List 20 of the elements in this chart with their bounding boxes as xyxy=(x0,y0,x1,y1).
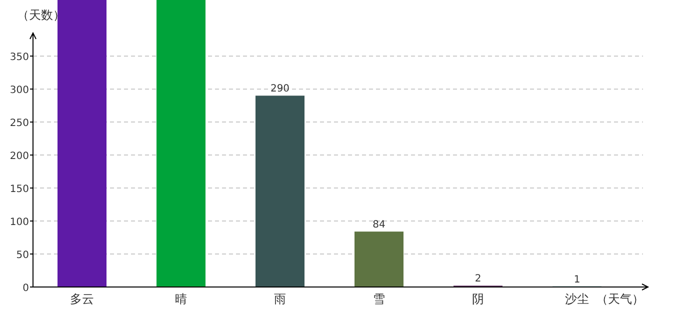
x-tick-label: 沙尘 xyxy=(565,292,589,306)
data-label: 1 xyxy=(574,274,580,286)
x-tick-label: 阴 xyxy=(472,292,484,306)
data-label: 84 xyxy=(372,220,386,231)
y-tick-label: 100 xyxy=(10,217,29,228)
y-tick-label: 300 xyxy=(10,85,29,96)
y-tick-label: 0 xyxy=(22,283,29,294)
x-axis-title: （天气） xyxy=(596,292,644,306)
y-tick-label: 350 xyxy=(10,52,29,64)
y-tick-label: 250 xyxy=(10,118,29,130)
x-tick-label: 多云 xyxy=(70,292,94,306)
y-tick-label: 50 xyxy=(16,250,29,262)
y-axis-title: （天数） xyxy=(17,8,65,22)
y-tick-label: 150 xyxy=(10,184,29,196)
x-tick-label: 雪 xyxy=(373,292,385,306)
x-tick-label: 晴 xyxy=(175,292,187,306)
x-tick-label: 雨 xyxy=(274,292,286,306)
data-label: 290 xyxy=(270,84,290,95)
data-label: 2 xyxy=(474,274,482,285)
y-tick-label: 200 xyxy=(10,151,29,162)
